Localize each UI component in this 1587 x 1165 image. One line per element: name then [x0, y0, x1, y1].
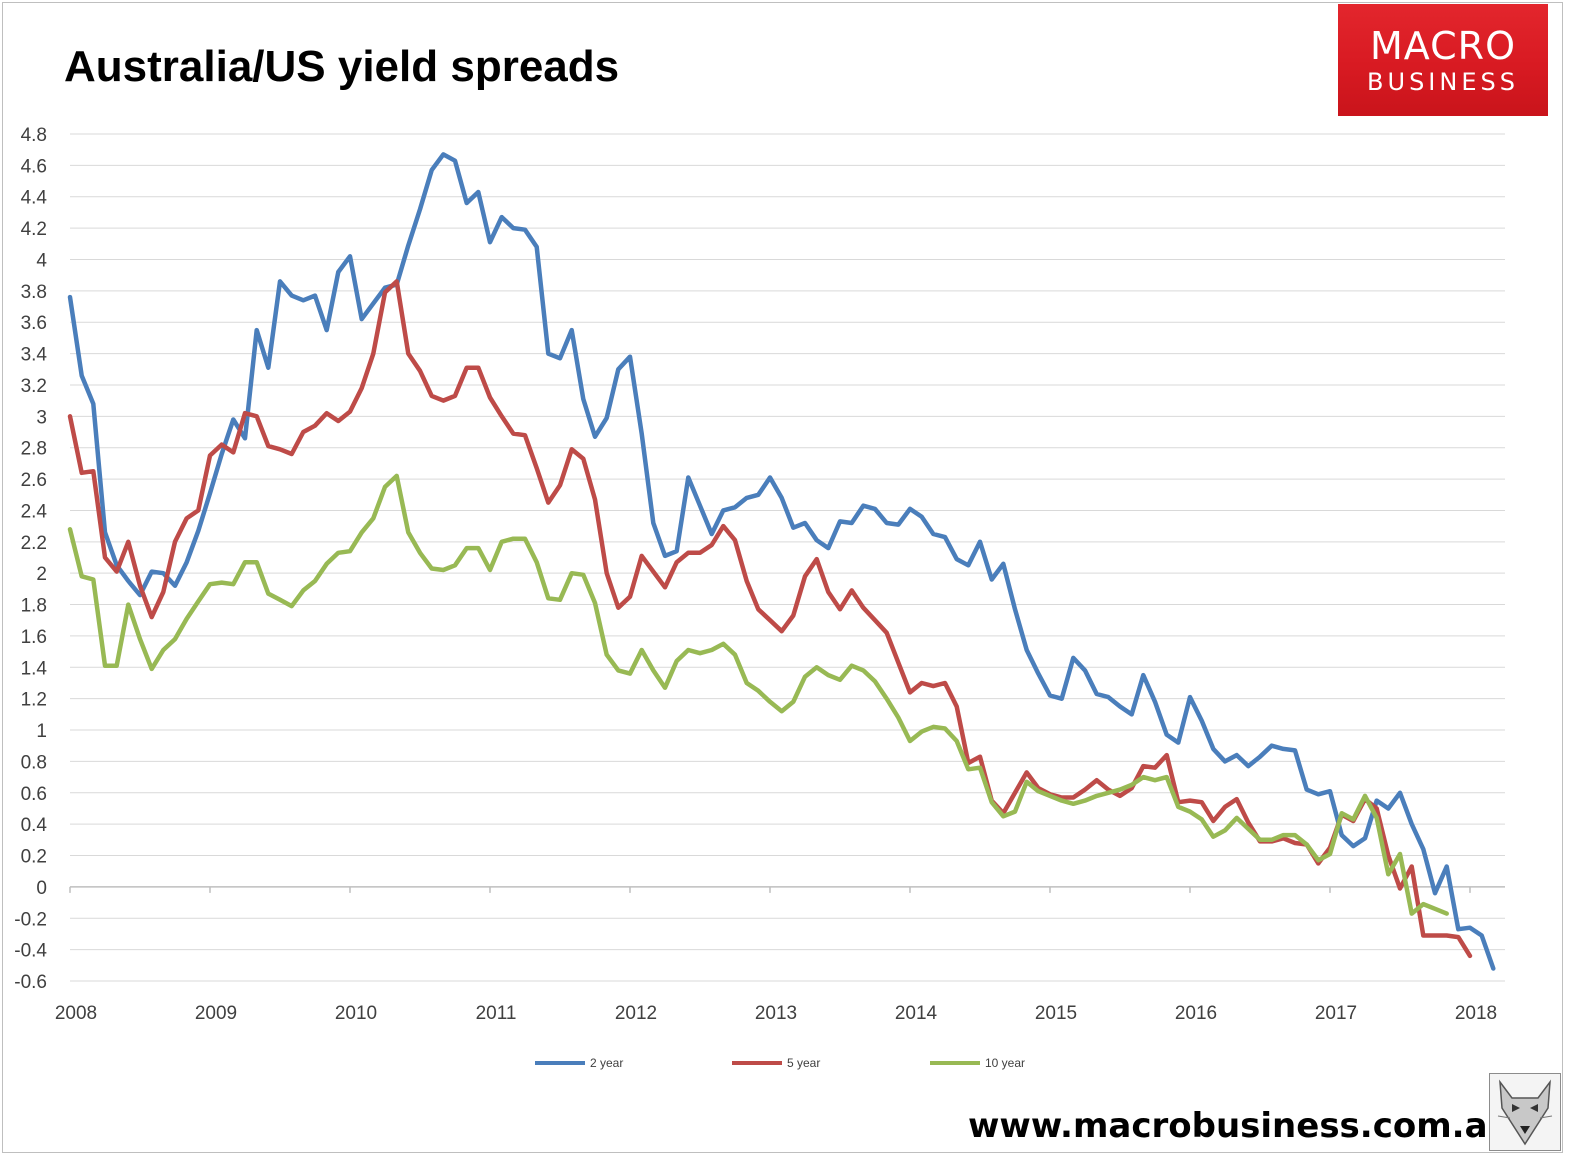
legend-label: 5 year: [787, 1056, 820, 1070]
x-tick-label: 2015: [1035, 1003, 1077, 1024]
x-axis-tick-labels: 2008 2009 2010 2011 2012 2013 2014 2015 2016 2017…: [55, 1003, 1497, 1024]
x-tick-label: 2016: [1175, 1003, 1217, 1024]
y-tick-label: 4: [36, 250, 47, 271]
x-tick-label: 2011: [476, 1003, 517, 1024]
y-tick-label: 2.8: [21, 439, 47, 460]
x-tick-label: 2013: [755, 1003, 797, 1024]
y-tick-label: 0.8: [21, 752, 47, 773]
x-tick-label: 2012: [615, 1003, 657, 1024]
legend-label: 2 year: [590, 1056, 623, 1070]
y-tick-label: 2: [36, 564, 47, 585]
series-line-5-year: [67, 279, 1473, 959]
y-tick-label: 0.2: [21, 847, 47, 868]
y-tick-label: 1.6: [21, 627, 47, 648]
website-url: www.macrobusiness.com.au: [968, 1106, 1512, 1146]
x-tick-label: 2010: [335, 1003, 377, 1024]
y-tick-label: 4.8: [21, 125, 47, 146]
chart-frame: [2, 2, 1563, 1153]
legend: 2 year 5 year 10 year: [535, 1056, 1025, 1070]
x-tick-label: 2014: [895, 1003, 938, 1024]
y-tick-label: 4.6: [21, 156, 47, 177]
series-lines: [67, 152, 1496, 971]
gridlines: [70, 133, 1505, 982]
y-tick-label: 4.2: [21, 219, 47, 240]
y-tick-label: 1.4: [21, 658, 48, 679]
series-line-2-year: [67, 152, 1496, 971]
y-tick-label: 1: [36, 721, 47, 742]
macrobusiness-logo: MACRO BUSINESS: [1338, 4, 1548, 116]
chart-title: Australia/US yield spreads: [64, 42, 620, 91]
y-tick-label: 3: [36, 407, 47, 428]
y-tick-label: 3.6: [21, 313, 47, 334]
x-tick-label: 2017: [1315, 1003, 1357, 1024]
y-axis-tick-labels: -0.6 -0.4 -0.2 0 0.2 0.4 0.6 0.8 1 1.2 1.4 1.6 1.8 2 2…: [14, 125, 47, 993]
logo-line-1: MACRO: [1370, 24, 1516, 68]
series-line-10-year: [67, 473, 1449, 916]
y-tick-label: 2.4: [21, 501, 48, 522]
wolf-icon: [1489, 1073, 1561, 1151]
y-tick-label: 1.8: [21, 596, 47, 617]
x-axis: [69, 886, 1505, 893]
y-tick-label: 0.4: [21, 815, 48, 836]
y-tick-label: 2.6: [21, 470, 47, 491]
y-tick-label: 4.4: [21, 188, 48, 209]
y-tick-label: 3.4: [21, 345, 48, 366]
x-tick-label: 2018: [1455, 1003, 1497, 1024]
y-tick-label: 1.2: [21, 690, 47, 711]
x-tick-label: 2008: [55, 1003, 97, 1024]
y-tick-label: 0.6: [21, 784, 47, 805]
x-tick-label: 2009: [195, 1003, 237, 1024]
legend-label: 10 year: [985, 1056, 1025, 1070]
y-tick-label: 3.8: [21, 282, 47, 303]
y-tick-label: 2.2: [21, 533, 47, 554]
y-tick-label: -0.4: [14, 941, 47, 962]
y-tick-label: 3.2: [21, 376, 47, 397]
y-tick-label: 0: [36, 878, 47, 899]
logo-line-2: BUSINESS: [1367, 68, 1519, 96]
y-tick-label: -0.2: [14, 909, 47, 930]
y-tick-label: -0.6: [14, 972, 47, 993]
